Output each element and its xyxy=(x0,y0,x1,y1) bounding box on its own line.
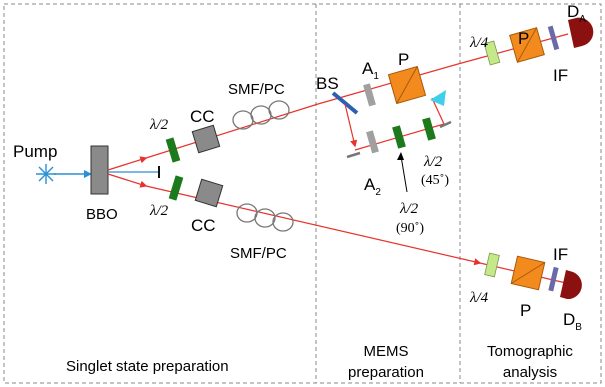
beam-upper-5 xyxy=(457,57,481,65)
polarizer-upper xyxy=(509,27,545,63)
if-lower-label: IF xyxy=(553,245,568,264)
section-tomo-label-2: analysis xyxy=(503,364,557,381)
hwp-lower-label: λ/2 xyxy=(149,203,169,219)
cc-upper-label: CC xyxy=(190,107,215,126)
qwp-lower-label: λ/4 xyxy=(469,290,489,306)
cc-lower-label: CC xyxy=(191,216,216,235)
bbo-crystal xyxy=(90,145,109,195)
a2-label: A2 xyxy=(364,175,381,198)
mirror-left xyxy=(346,151,361,159)
bbo-label: BBO xyxy=(86,206,118,223)
detector-b xyxy=(560,270,582,300)
hwp-lower xyxy=(168,175,184,201)
hwp-90-label: λ/2 xyxy=(399,201,419,217)
section-tomo-label-1: Tomographic xyxy=(487,343,573,360)
if-upper xyxy=(547,25,560,51)
qwp-upper xyxy=(483,40,501,66)
hwp-90-angle: (90˚) xyxy=(396,221,424,236)
smf-coil-upper xyxy=(232,100,290,130)
section-mems-label-1: MEMS xyxy=(364,343,409,360)
a1-label: A1 xyxy=(362,59,379,82)
beam-mems-up xyxy=(431,97,445,125)
hwp-90-pointer-head xyxy=(397,152,404,160)
pump-label: Pump xyxy=(13,142,57,161)
mirror-right xyxy=(439,120,452,129)
beam-lower-1 xyxy=(107,173,148,188)
hwp-45-angle: (45˚) xyxy=(421,173,449,188)
hwp-45 xyxy=(422,117,436,141)
db-label: DB xyxy=(563,310,582,333)
smf-coil-lower xyxy=(236,203,294,232)
smf-lower-label: SMF/PC xyxy=(230,245,287,262)
hwp-45-label: λ/2 xyxy=(423,154,443,170)
cc-upper xyxy=(191,124,221,154)
hwp-upper xyxy=(165,137,181,163)
outer-frame xyxy=(3,3,602,384)
da-label: DA xyxy=(567,2,586,25)
bs-label: BS xyxy=(316,74,339,93)
detector-a xyxy=(568,17,594,48)
beam-mems-down xyxy=(344,103,358,148)
qwp-upper-label: λ/4 xyxy=(469,35,489,51)
cc-lower xyxy=(194,178,224,208)
triangle-reflector xyxy=(430,90,446,106)
polarizer-mems xyxy=(387,65,427,105)
if-upper-label: IF xyxy=(553,66,568,85)
polarizer-lower xyxy=(510,255,546,291)
pump-star-icon xyxy=(36,164,56,184)
qwp-lower xyxy=(484,252,500,278)
pump-arrow-head xyxy=(84,170,92,178)
section-mems-label-2: preparation xyxy=(348,364,424,381)
beam-upper-3 xyxy=(317,95,347,105)
smf-upper-label: SMF/PC xyxy=(228,81,285,98)
section-singlet-label: Singlet state preparation xyxy=(66,358,229,375)
p-mems-label: P xyxy=(398,50,409,69)
p-lower-label: P xyxy=(520,301,531,320)
if-lower xyxy=(548,266,559,292)
p-upper-label: P xyxy=(518,29,529,48)
beam-splitter xyxy=(331,91,359,115)
hwp-90-pointer xyxy=(400,155,408,193)
beam-upper-1 xyxy=(107,156,148,171)
hwp-upper-label: λ/2 xyxy=(149,117,169,133)
attenuator-a1 xyxy=(363,83,376,107)
attenuator-a2 xyxy=(366,130,379,154)
hwp-90 xyxy=(392,125,406,149)
